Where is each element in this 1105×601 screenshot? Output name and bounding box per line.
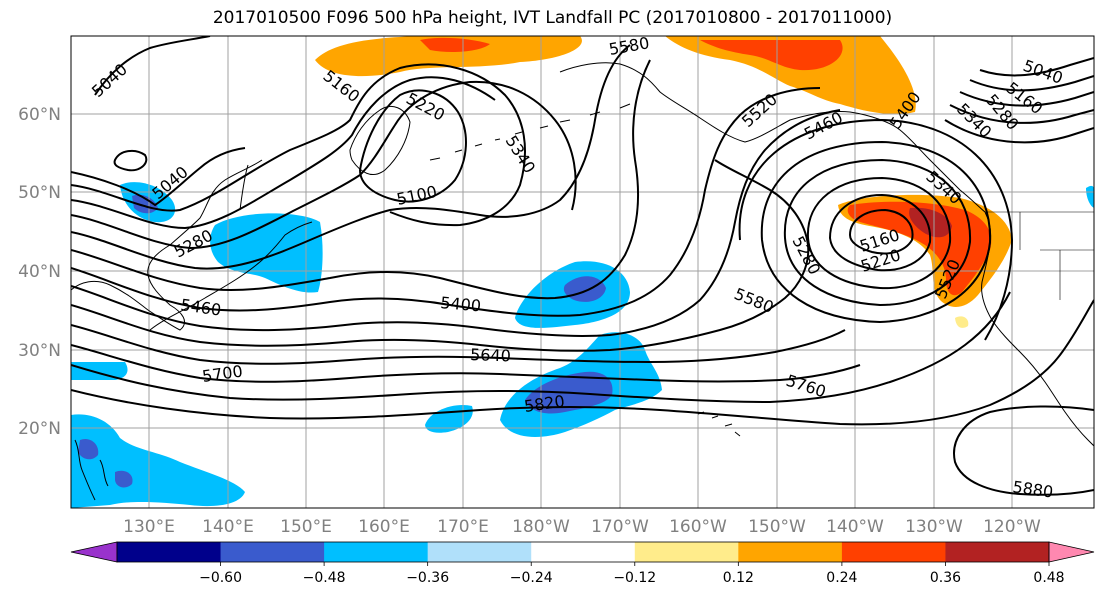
ivt-positive-peak-west-coast — [909, 207, 952, 238]
ivt-negative-spot-east-edge — [1086, 185, 1094, 208]
longitude-label: 150°E — [280, 517, 332, 537]
colorbar-extend-max — [1048, 541, 1095, 563]
longitude-labels: 130°E 140°E 150°E 160°E 170°E 180°W 170°W 160°W… — [123, 517, 1041, 537]
contour-5640 — [71, 324, 846, 365]
colorbar-tick-label: −0.60 — [199, 570, 242, 586]
colorbar-segment — [117, 542, 222, 562]
longitude-label: 160°W — [669, 517, 727, 537]
philippines-coastline — [74, 439, 109, 501]
colorbar-segment — [220, 542, 325, 562]
colorbar-tick-labels: −0.60 −0.48 −0.36 −0.24 −0.12 0.12 0.24 0.36 0.4… — [199, 562, 1065, 586]
contour-label: 5580 — [607, 33, 650, 59]
colorbar-segment — [945, 542, 1050, 562]
contour-5460-east — [738, 118, 1014, 341]
us-canada-border — [985, 211, 1094, 300]
plot-frame — [70, 35, 1095, 509]
contour-5220 — [71, 76, 496, 230]
contour-5160 — [71, 63, 526, 227]
contour-5220-closed-east — [828, 193, 932, 272]
longitude-label: 130°W — [905, 517, 963, 537]
ivt-positive-region-gulf-of-alaska — [665, 36, 916, 115]
contour-5520 — [71, 109, 841, 338]
colorbar-segment — [738, 542, 843, 562]
latitude-label: 50°N — [18, 183, 61, 203]
colorbar-tick-label: −0.48 — [303, 570, 346, 586]
ivt-positive-core-north-pacific — [420, 37, 490, 52]
ivt-shading — [71, 36, 1094, 508]
ivt-negative-region-west-edge — [71, 362, 128, 380]
latitude-label: 40°N — [18, 262, 61, 282]
colorbar-tick-label: 0.12 — [723, 570, 754, 586]
ivt-positive-core-gulf-of-alaska — [700, 40, 843, 71]
colorbar-segment — [841, 542, 946, 562]
colorbar-segment — [427, 542, 532, 562]
longitude-label: 180°W — [512, 517, 570, 537]
colorbar-tick-label: 0.24 — [826, 570, 857, 586]
latitude-labels: 20°N 30°N 40°N 50°N 60°N — [18, 105, 61, 439]
contour-5580 — [71, 159, 810, 352]
latitude-label: 60°N — [18, 105, 61, 125]
contour-label: 5400 — [440, 293, 482, 315]
ivt-positive-core-west-coast — [847, 201, 992, 296]
contour-5160-closed-east — [848, 208, 914, 255]
contour-5040-closed — [113, 149, 148, 172]
contour-label: 5640 — [470, 345, 511, 365]
contour-5040-northeast — [979, 57, 1094, 77]
colorbar-extend-min — [70, 541, 118, 563]
ivt-negative-region-southwest — [71, 414, 245, 508]
latitude-label: 20°N — [18, 419, 61, 439]
colorbar-tick-label: 0.36 — [930, 570, 961, 586]
map-title: 2017010500 F096 500 hPa height, IVT Land… — [212, 8, 893, 28]
sakhalin-kamchatka-coastline — [239, 106, 411, 211]
longitude-label: 120°W — [983, 517, 1041, 537]
alaska-coastline — [559, 62, 986, 213]
colorbar-tick-label: −0.24 — [510, 570, 553, 586]
height-contours — [71, 36, 1094, 496]
longitude-label: 160°E — [358, 517, 410, 537]
contour-5340 — [71, 44, 631, 270]
japan-coastline — [149, 221, 313, 331]
aleutian-islands — [429, 103, 631, 161]
longitude-label: 130°E — [123, 517, 175, 537]
contour-5040-mid — [71, 147, 246, 207]
ivt-negative-core-southwest — [78, 438, 99, 460]
colorbar-tick-label: −0.36 — [406, 570, 449, 586]
colorbar-segment — [531, 542, 636, 562]
ivt-positive-region-north-pacific — [315, 36, 582, 77]
contour-5280-northeast — [949, 104, 1094, 124]
contour-5280 — [71, 80, 577, 250]
colorbar-frame — [116, 541, 1050, 563]
colorbar-tick-label: −0.12 — [613, 570, 656, 586]
contour-5460 — [71, 87, 821, 317]
ivt-positive-spot-south — [955, 316, 969, 328]
contour-5100-low — [358, 89, 467, 203]
colorbar-segment — [634, 542, 739, 562]
contour-5340-northeast — [944, 119, 1094, 144]
contour-5100-northeast — [969, 75, 1094, 92]
latitude-label: 30°N — [18, 341, 61, 361]
asia-coastline — [71, 159, 263, 331]
longitude-label: 170°E — [437, 517, 489, 537]
contour-5880 — [953, 405, 1094, 496]
contour-5760 — [71, 291, 1011, 404]
contour-5400 — [71, 59, 651, 300]
longitude-label: 140°E — [202, 517, 254, 537]
colorbar-tick-label: 0.48 — [1033, 570, 1064, 586]
contour-5040-west — [94, 36, 211, 96]
ivt-negative-spot-southwest — [115, 470, 133, 488]
contour-5280-closed-east — [806, 176, 952, 290]
gridlines — [71, 36, 1094, 508]
colorbar — [70, 541, 1095, 563]
contour-5700 — [71, 344, 861, 383]
contour-5160-northeast — [959, 91, 1094, 107]
longitude-label: 170°W — [591, 517, 649, 537]
longitude-label: 140°W — [826, 517, 884, 537]
colorbar-segment — [324, 542, 429, 562]
contour-5400-closed-east — [760, 140, 992, 324]
contour-5340-closed-east — [783, 158, 972, 307]
contour-5820 — [71, 299, 1094, 426]
ivt-negative-region-japan-east — [210, 213, 323, 293]
longitude-label: 150°W — [748, 517, 806, 537]
